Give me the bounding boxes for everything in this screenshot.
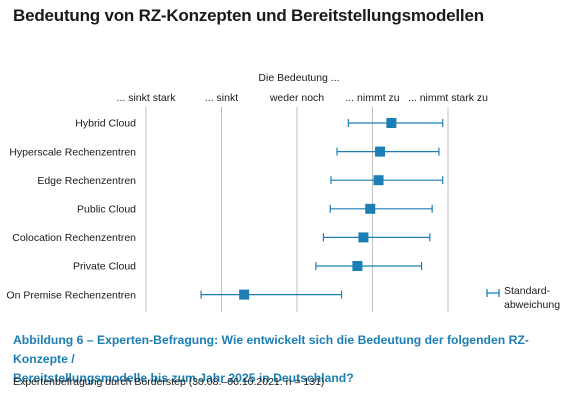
axis-title: Die Bedeutung ... [258, 72, 339, 84]
mean-marker [386, 118, 397, 128]
source-note: Expertenbefragung durch Borderstep (30.0… [13, 376, 325, 388]
scale-label: ... sinkt [205, 92, 238, 104]
category-label: Colocation Rechenzentren [12, 232, 136, 244]
caption-line-1: Abbildung 6 – Experten-Befragung: Wie en… [13, 333, 529, 366]
category-label: Edge Rechenzentren [37, 175, 136, 187]
figure-caption: Abbildung 6 – Experten-Befragung: Wie en… [13, 331, 573, 388]
scale-label: ... sinkt stark [117, 92, 177, 104]
category-label: Public Cloud [77, 204, 136, 216]
legend-label-line1: Standard- [504, 285, 551, 297]
legend: Standard- abweichung [486, 285, 560, 311]
mean-marker [375, 146, 386, 157]
mean-marker [239, 289, 250, 300]
scale-label: ... nimmt stark zu [408, 92, 488, 104]
scale-label: weder noch [269, 92, 324, 104]
chart: Die Bedeutung ... ... sinkt stark ... sin… [6, 72, 560, 312]
page-title: Bedeutung von RZ-Konzepten und Bereitste… [13, 6, 484, 25]
category-label: Hyperscale Rechenzentren [9, 146, 136, 158]
category-label: On Premise Rechenzentren [6, 289, 136, 301]
category-label: Private Cloud [73, 261, 136, 273]
caption-line-2: Bereitstellungsmodelle bis zum Jahr 2025… [13, 371, 354, 385]
mean-marker [373, 175, 384, 186]
legend-label-line2: abweichung [504, 299, 560, 311]
mean-marker [358, 232, 369, 243]
mean-marker [352, 261, 363, 271]
category-label: Hybrid Cloud [75, 118, 136, 130]
scale-label: ... nimmt zu [345, 92, 399, 104]
mean-marker [365, 203, 376, 214]
